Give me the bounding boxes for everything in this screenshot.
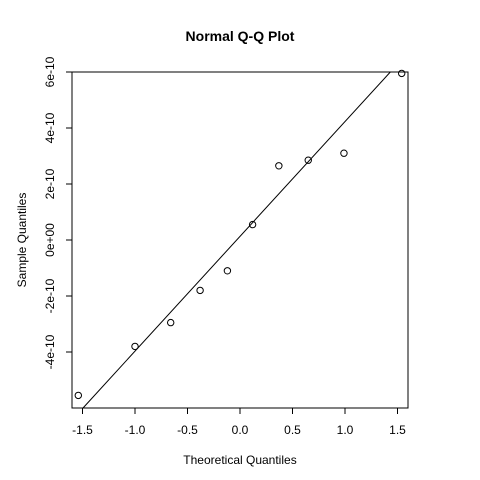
- data-point-8: [304, 156, 312, 164]
- y-tick-label: 4e-10: [43, 112, 57, 143]
- x-tick-label: -1.5: [72, 423, 93, 437]
- x-tick-label: -1.0: [125, 423, 146, 437]
- plot-marks: [74, 69, 406, 409]
- data-point-4: [196, 286, 204, 295]
- qq-reference-line: [82, 71, 391, 409]
- y-tick-label: -4e-10: [43, 334, 57, 369]
- x-axis-label: Theoretical Quantiles: [183, 453, 296, 467]
- data-point-6: [248, 220, 257, 229]
- y-axis: -4e-10 -2e-10 0e+00 2e-10 4e-10 6e-10: [43, 56, 73, 369]
- data-point-2: [131, 342, 139, 351]
- y-tick-label: 0e+00: [43, 223, 57, 257]
- y-tick-label: -2e-10: [43, 278, 57, 313]
- x-tick-label: 1.0: [337, 423, 354, 437]
- y-tick-label: 2e-10: [43, 168, 57, 199]
- data-point-10: [398, 69, 406, 78]
- x-axis: -1.5 -1.0 -0.5 0.0 0.5 1.0 1.5: [72, 407, 406, 437]
- y-axis-label: Sample Quantiles: [15, 193, 29, 288]
- plot-frame: [71, 71, 409, 409]
- data-point-1: [74, 391, 83, 400]
- x-tick-label: -0.5: [177, 423, 198, 437]
- data-point-7: [275, 162, 283, 170]
- data-point-5: [223, 267, 232, 275]
- data-point-9: [340, 149, 348, 157]
- y-tick-label: 6e-10: [43, 56, 57, 87]
- data-point-3: [167, 318, 175, 327]
- x-tick-label: 0.0: [232, 423, 249, 437]
- x-tick-label: 0.5: [284, 423, 301, 437]
- chart-title: Normal Q-Q Plot: [186, 28, 295, 44]
- x-tick-label: 1.5: [389, 423, 406, 437]
